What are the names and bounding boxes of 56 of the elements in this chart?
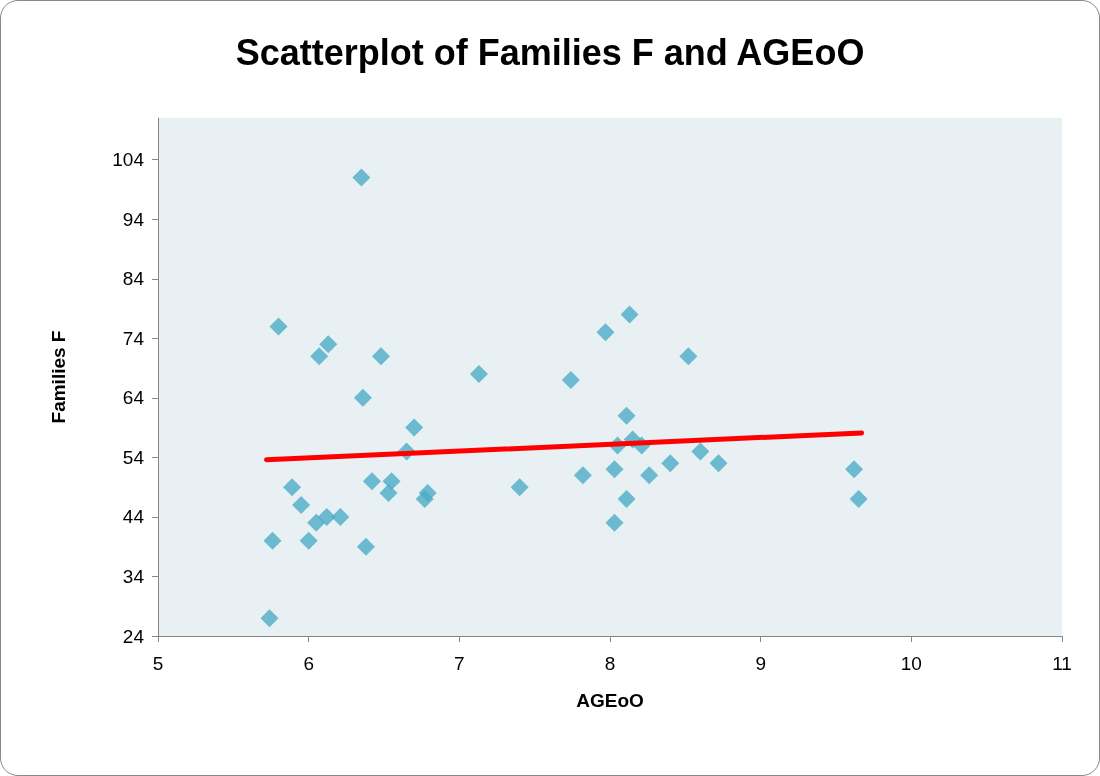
point [617, 406, 636, 425]
y-tick-label: 64 [122, 387, 145, 409]
x-tick-label: 9 [755, 653, 766, 674]
point [605, 460, 624, 479]
x-tick-label: 10 [900, 653, 922, 674]
y-tick-label: 104 [112, 149, 145, 171]
point [362, 472, 381, 491]
point [469, 365, 488, 384]
point [679, 347, 698, 366]
point [691, 442, 710, 461]
y-tick-label: 74 [122, 327, 145, 349]
point [353, 388, 372, 407]
point [709, 454, 728, 473]
x-tick-label: 6 [303, 653, 314, 674]
point [640, 466, 659, 485]
point [617, 490, 636, 509]
y-tick-label: 44 [122, 506, 145, 528]
y-tick-label: 84 [122, 268, 145, 290]
point [260, 609, 279, 628]
x-tick-label: 11 [1052, 653, 1072, 674]
point [310, 347, 329, 366]
point [405, 418, 424, 437]
point [307, 513, 326, 532]
x-axis-title: AGEoO [576, 690, 644, 711]
point [283, 478, 302, 497]
point [605, 513, 624, 532]
point [292, 496, 311, 515]
y-tick-label: 34 [122, 565, 145, 587]
point [331, 507, 350, 526]
point [573, 466, 592, 485]
y-tick-label: 24 [122, 625, 145, 647]
point [661, 454, 680, 473]
point [299, 531, 318, 550]
x-tick-label: 8 [604, 653, 616, 674]
point [317, 507, 336, 526]
y-axis-title: Families F [48, 330, 69, 424]
x-tick-label: 7 [454, 653, 465, 674]
point [269, 317, 288, 336]
x-tick-label: 5 [152, 653, 164, 674]
point [371, 347, 390, 366]
point [510, 478, 529, 497]
y-tick-label: 54 [122, 446, 145, 468]
point [596, 323, 615, 342]
y-tick-label: 94 [122, 208, 145, 230]
point [845, 460, 864, 479]
point [356, 537, 375, 556]
point [352, 168, 371, 187]
point [415, 490, 434, 509]
point [620, 305, 639, 324]
point [561, 370, 580, 389]
chart-title: Scatterplot of Families F and AGEoO [235, 31, 865, 73]
point [379, 484, 398, 503]
point [319, 335, 338, 354]
point [263, 531, 282, 550]
point [382, 472, 401, 491]
point [849, 490, 868, 509]
